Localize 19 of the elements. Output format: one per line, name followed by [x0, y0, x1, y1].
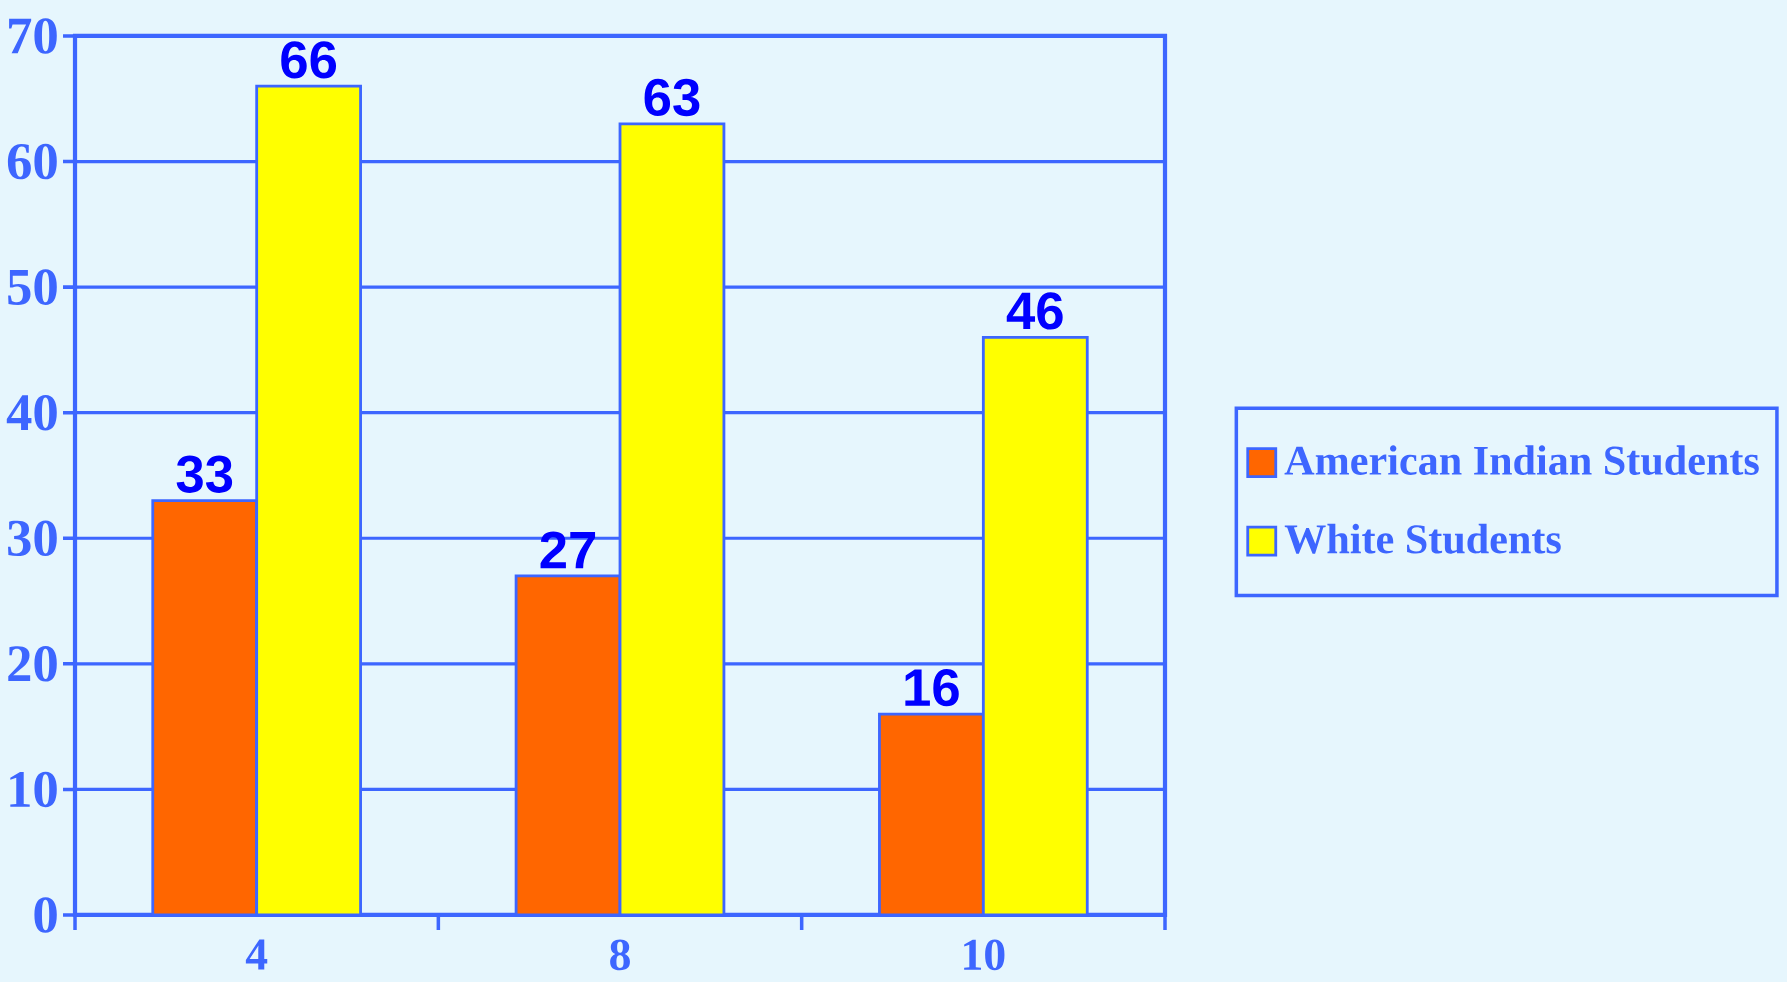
data-label: 16 [905, 669, 959, 707]
y-tick-label: 20 [8, 646, 57, 682]
data-label: 63 [644, 78, 700, 117]
x-tick-label: 8 [610, 939, 630, 971]
legend-label: White Students [1284, 523, 1561, 554]
y-tick-label: 60 [7, 143, 57, 180]
data-label: 27 [540, 531, 596, 569]
x-tick-label: 10 [964, 939, 1005, 971]
y-tick-label: 0 [34, 897, 57, 933]
y-tick-label: 30 [8, 520, 57, 557]
data-label: 33 [176, 455, 233, 493]
y-tick-label: 10 [10, 771, 57, 808]
legend-label: American Indian Students [1284, 445, 1759, 476]
data-label: 46 [1006, 292, 1063, 330]
y-tick-label: 70 [9, 18, 57, 54]
y-tick-label: 40 [6, 394, 57, 431]
y-tick-label: 50 [8, 269, 57, 305]
x-tick-label: 4 [245, 939, 268, 970]
data-label: 66 [281, 41, 337, 79]
